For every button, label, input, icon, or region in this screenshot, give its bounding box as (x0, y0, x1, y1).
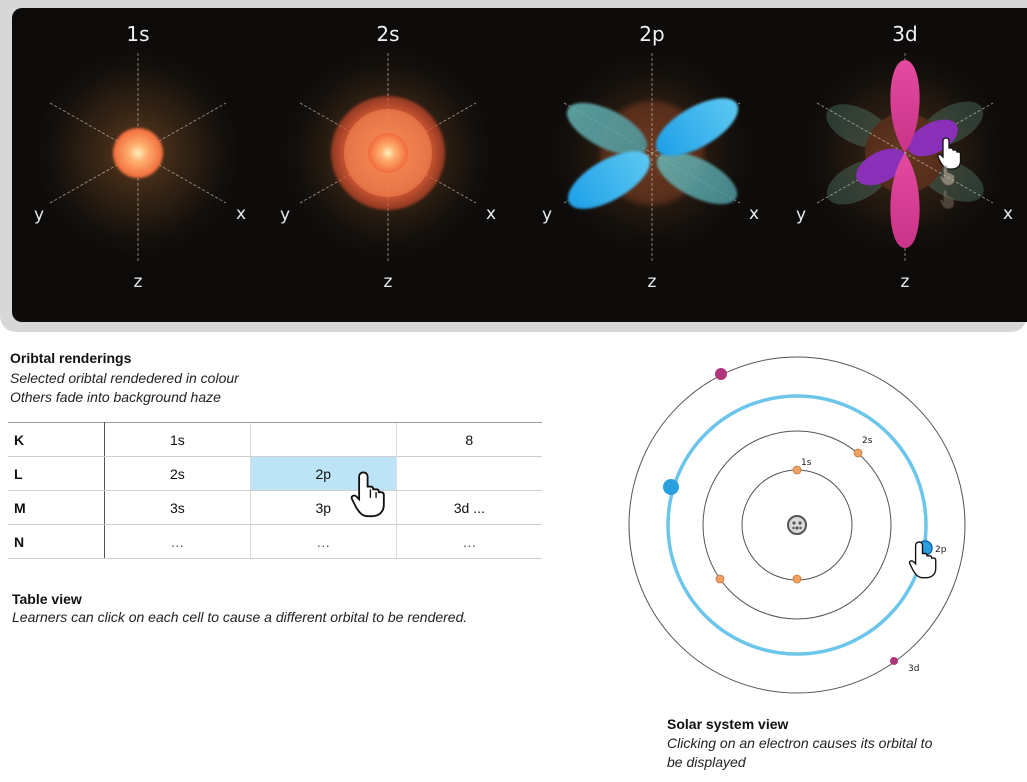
orbital-cell[interactable]: 2p (249, 456, 397, 491)
electron-1s[interactable] (792, 465, 802, 475)
solar-caption-title: Solar system view (667, 716, 789, 732)
orbital-renderings-panel: 1s y x z 2s y x z (0, 0, 1027, 332)
orbital-cell[interactable]: 2s (104, 456, 251, 491)
electron-label-1s: 1s (801, 458, 812, 468)
hand-cursor-trail-icon (939, 165, 955, 186)
orbital-cell[interactable]: … (395, 524, 542, 559)
shell-label: K (8, 422, 105, 457)
orbital-cloud-inner (368, 133, 408, 173)
selected-orbit-ring (666, 394, 928, 656)
hand-cursor-icon (937, 137, 962, 170)
axis-label-x: x (486, 204, 496, 224)
orbital-table: K 1s 8 L 2s 2p M 3s 3p 3d ... N……… (8, 422, 542, 559)
table-caption-title: Table view (12, 591, 82, 607)
solar-caption-line: be displayed (667, 754, 746, 770)
orbital-1s[interactable]: 1s y x z (23, 22, 253, 292)
orbital-2p[interactable]: 2p y x z (537, 22, 767, 292)
orbital-cell[interactable]: 1s (104, 422, 251, 457)
axis-label-z: z (901, 272, 910, 292)
table-row: K 1s 8 (8, 422, 542, 457)
renderings-caption-title: Oribtal renderings (10, 350, 132, 366)
orbital-viewport: 1s y x z 2s y x z (12, 8, 1027, 322)
orbital-title: 3d (892, 22, 917, 46)
electron-2s[interactable] (853, 448, 863, 458)
orbital-2s[interactable]: 2s y x z (270, 22, 506, 292)
axis-label-z: z (134, 272, 143, 292)
hand-cursor-icon (350, 471, 385, 518)
axis-label-z: z (384, 272, 393, 292)
orbital-cell[interactable]: … (249, 524, 397, 559)
axis-label-y: y (796, 205, 806, 225)
shell-label: M (8, 490, 105, 525)
electron-3d[interactable] (890, 657, 898, 665)
orbital-cell[interactable] (249, 422, 397, 457)
orbital-title: 2p (639, 22, 664, 46)
electron-2s[interactable] (715, 574, 725, 584)
electron-label-2p: 2p (935, 545, 947, 555)
d-orbital-lobes (856, 60, 958, 248)
table-row: M 3s 3p 3d ... (8, 490, 542, 525)
orbital-title: 1s (126, 22, 149, 46)
electron-label-3d: 3d (908, 664, 919, 674)
axes-lines (563, 53, 741, 263)
p-orbital-lobes (566, 98, 739, 209)
solar-caption-line: Clicking on an electron causes its orbit… (667, 735, 933, 751)
orbital-cloud (113, 128, 163, 178)
shell-label: N (8, 524, 105, 559)
orbit-rings (628, 356, 966, 694)
electron-2p[interactable] (663, 479, 679, 495)
orbital-cell[interactable]: 8 (395, 422, 542, 457)
table-row: N……… (8, 524, 542, 559)
table-caption-line: Learners can click on each cell to cause… (12, 609, 468, 625)
electron-1s[interactable] (792, 574, 802, 584)
solar-system-view: 1s 2s 2p 3d (628, 356, 966, 694)
axis-label-x: x (236, 204, 246, 224)
axis-label-x: x (1003, 204, 1013, 224)
axis-label-y: y (34, 205, 44, 225)
axis-label-y: y (542, 205, 552, 225)
axis-label-z: z (648, 272, 657, 292)
table-row: L 2s 2p (8, 456, 542, 491)
orbital-3d[interactable]: 3d y x z (790, 22, 1020, 292)
hand-cursor-icon (908, 541, 937, 579)
orbital-title: 2s (376, 22, 399, 46)
orbital-cell[interactable]: … (104, 524, 251, 559)
hand-cursor-trail-icon (939, 189, 955, 209)
electron-label-2s: 2s (862, 436, 873, 446)
orbital-cell[interactable] (395, 456, 542, 491)
electron-3d[interactable] (715, 368, 727, 380)
renderings-caption-line: Selected oribtal rendedered in colour (10, 370, 239, 386)
nucleus (787, 515, 807, 535)
axis-label-x: x (749, 204, 759, 224)
orbital-cell[interactable]: 3s (104, 490, 251, 525)
orbital-cell[interactable]: 3d ... (395, 490, 542, 525)
axis-label-y: y (280, 205, 290, 225)
renderings-caption-line: Others fade into background haze (10, 389, 221, 405)
shell-label: L (8, 456, 105, 491)
